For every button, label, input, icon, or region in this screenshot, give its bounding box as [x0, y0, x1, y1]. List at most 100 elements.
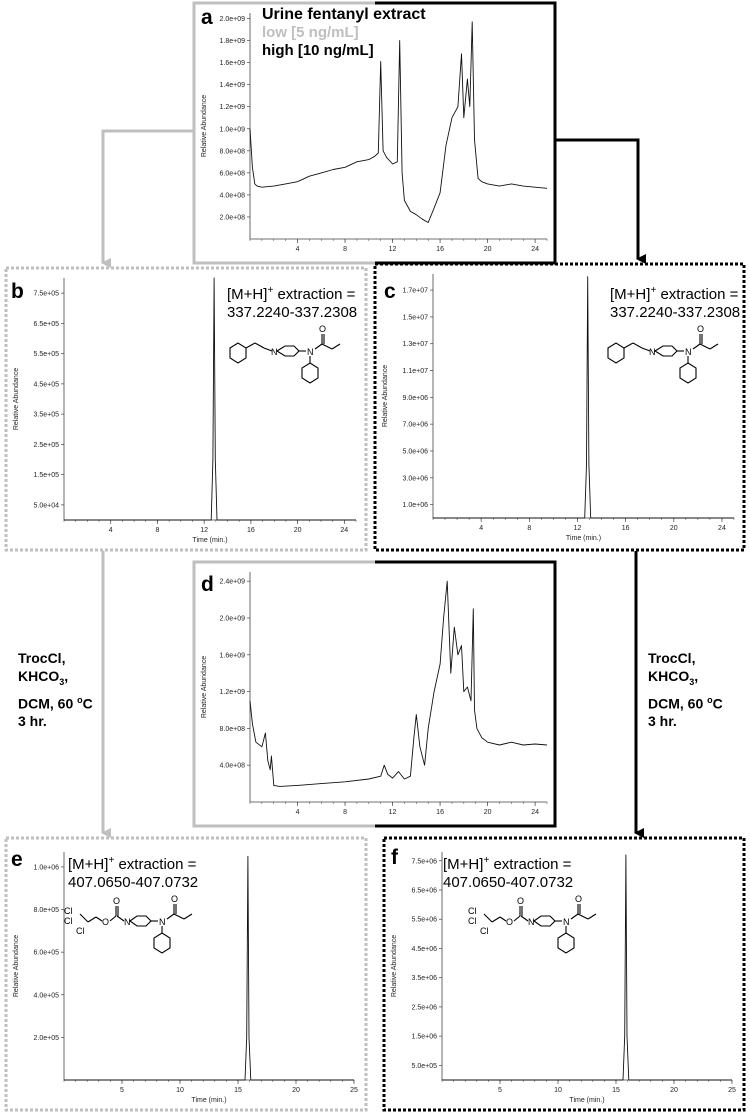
- svg-text:O: O: [575, 894, 582, 904]
- y-tick-label: 2.5e+06: [412, 1004, 438, 1011]
- y-tick-label: 9.0e+06: [403, 395, 429, 402]
- y-tick-label: 2.0e+05: [34, 1035, 60, 1042]
- y-tick-label: 2.5e+05: [34, 442, 60, 449]
- y-tick-label: 1.5e+06: [412, 1034, 438, 1041]
- y-tick-label: 5.0e+05: [412, 1063, 438, 1070]
- svg-text:O: O: [113, 896, 120, 906]
- svg-text:N: N: [685, 347, 692, 357]
- y-tick-label: 3.5e+05: [34, 412, 60, 419]
- x-tick-label: 10: [176, 1087, 184, 1094]
- y-tick-label: 1.1e+07: [403, 368, 429, 375]
- x-tick-label: 20: [294, 527, 302, 534]
- x-tick-label: 12: [574, 525, 582, 532]
- x-tick-label: 8: [343, 246, 347, 253]
- chart-c: 4 8 12 16 20 24 1.0e+06 3.0e+06 5.0e+06 7.0e+06 9.…: [382, 274, 735, 542]
- series-line-d: [249, 580, 548, 787]
- panel-letter-c: c: [384, 280, 396, 303]
- svg-text:Cl: Cl: [64, 906, 73, 916]
- y-tick-label: 1.7e+07: [403, 288, 429, 295]
- x-tick-label: 24: [718, 525, 726, 532]
- svg-text:N: N: [649, 347, 656, 357]
- svg-text:N: N: [159, 917, 166, 927]
- y-tick-label: 4.5e+05: [34, 381, 60, 388]
- panel-letter-e: e: [11, 848, 23, 871]
- svg-text:O: O: [517, 896, 524, 906]
- y-tick-label: 2.0e+09: [220, 16, 246, 23]
- x-tick-label: 15: [234, 1087, 242, 1094]
- x-axis-label: Time (min.): [192, 537, 227, 544]
- y-tick-label: 1.2e+09: [220, 104, 246, 111]
- series-line-f: [442, 854, 732, 1081]
- x-tick-label: 16: [622, 525, 630, 532]
- series-line-e: [64, 855, 354, 1081]
- x-tick-label: 8: [155, 527, 159, 534]
- x-tick-label: 4: [479, 525, 483, 532]
- y-tick-label: 1.0e+06: [403, 502, 429, 509]
- svg-text:O: O: [171, 894, 178, 904]
- x-tick-label: 20: [484, 809, 492, 816]
- x-tick-label: 4: [109, 527, 113, 534]
- svg-text:O: O: [697, 324, 704, 334]
- chart-d: 4 8 12 16 20 24 4.0e+08 8.0e+08 1.2e+09 1.6e+09 2.…: [201, 572, 548, 816]
- svg-text:O: O: [102, 917, 109, 927]
- panel-letter-b: b: [11, 280, 24, 303]
- svg-text:Cl: Cl: [64, 916, 73, 926]
- y-tick-label: 6.5e+06: [412, 888, 438, 895]
- series-line-b: [64, 277, 356, 521]
- x-tick-label: 10: [554, 1087, 562, 1094]
- y-tick-label: 5.5e+05: [34, 351, 60, 358]
- frame-a-gray: [192, 1, 375, 265]
- x-axis-label: Time (min.): [566, 535, 601, 542]
- extraction-label-c: [M+H]+ extraction = 337.2240-337.2308: [610, 285, 741, 321]
- y-tick-label: 4.0e+08: [220, 192, 246, 199]
- fentanyl-structure-b: N N O: [229, 324, 341, 384]
- svg-text:N: N: [307, 347, 314, 357]
- chart-f: 5 10 15 20 25 5.0e+05 1.5e+06 2.5e+06 3.5e+06 4.5…: [391, 852, 736, 1104]
- x-tick-label: 4: [296, 246, 300, 253]
- troc-norfentanyl-structure-e: Cl Cl Cl O O N N O: [64, 894, 193, 954]
- svg-text:N: N: [528, 917, 535, 927]
- extraction-label-b: [M+H]+ extraction = 337.2240-337.2308: [227, 285, 358, 321]
- svg-text:N: N: [563, 917, 570, 927]
- frame-d-black: [375, 560, 557, 828]
- y-tick-label: 4.0e+08: [220, 763, 246, 770]
- x-tick-label: 20: [484, 246, 492, 253]
- x-tick-label: 5: [120, 1087, 124, 1094]
- y-tick-label: 5.5e+06: [412, 917, 438, 924]
- y-tick-label: 2.0e+08: [220, 214, 246, 221]
- conditions-right: TrocCl, KHCO3, DCM, 60 oC 3 hr.: [648, 650, 723, 730]
- fentanyl-structure-c: N N O: [607, 324, 719, 384]
- panel-letter-d: d: [201, 573, 214, 596]
- y-axis-label: Relative Abundance: [13, 935, 20, 997]
- chart-a: 4 8 12 16 20 24 2.0e+08 4.0e+08 6.0e+08 8.0e+08 1.…: [201, 13, 548, 253]
- y-tick-label: 1.2e+09: [220, 689, 246, 696]
- y-tick-label: 6.0e+08: [220, 170, 246, 177]
- svg-text:N: N: [124, 917, 131, 927]
- x-tick-label: 5: [498, 1087, 502, 1094]
- chart-b: 4 8 12 16 20 24 5.0e+04 1.5e+05 2.5e+05 3.5e+05 4.…: [13, 277, 357, 544]
- series-line-a: [249, 21, 548, 223]
- svg-text:O: O: [506, 917, 513, 927]
- arrow-a-to-b: [101, 129, 194, 268]
- y-tick-label: 1.8e+09: [220, 38, 246, 45]
- legend-low: low [5 ng/mL]: [262, 24, 359, 41]
- x-tick-label: 8: [527, 525, 531, 532]
- y-tick-label: 7.5e+06: [412, 858, 438, 865]
- y-tick-label: 6.0e+05: [34, 950, 60, 957]
- x-tick-label: 20: [670, 525, 678, 532]
- x-tick-label: 12: [389, 246, 397, 253]
- x-axis-label: Time (min.): [191, 1097, 226, 1104]
- legend-title: Urine fentanyl extract: [262, 6, 426, 23]
- extraction-label-f: [M+H]+ extraction = 407.0650-407.0732: [443, 855, 574, 891]
- y-tick-label: 7.0e+06: [403, 422, 429, 429]
- x-tick-label: 24: [531, 246, 539, 253]
- svg-text:N: N: [271, 347, 278, 357]
- y-tick-label: 1.4e+09: [220, 82, 246, 89]
- x-tick-label: 25: [728, 1087, 736, 1094]
- y-tick-label: 4.0e+05: [34, 992, 60, 999]
- x-tick-label: 12: [389, 809, 397, 816]
- svg-text:Cl: Cl: [480, 926, 489, 936]
- panel-letter-f: f: [391, 846, 398, 869]
- x-tick-label: 16: [247, 527, 255, 534]
